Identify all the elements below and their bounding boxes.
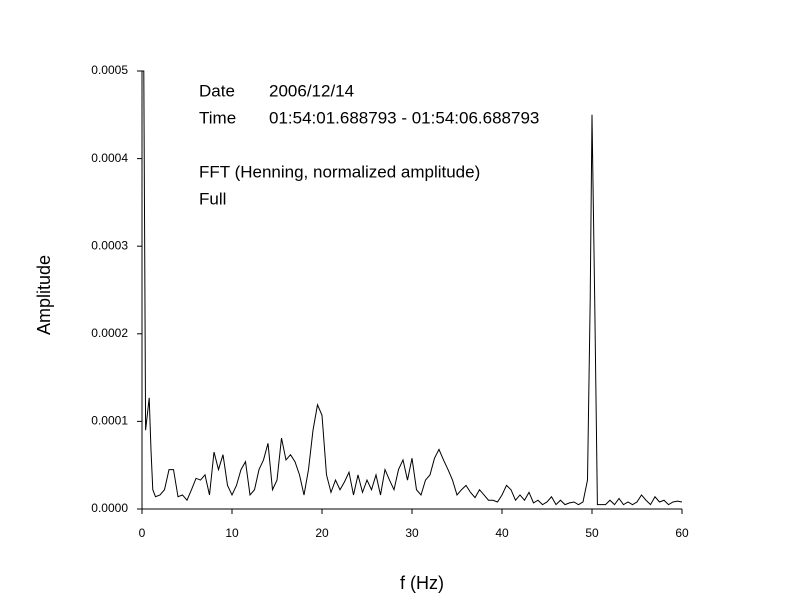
- y-tick-label: 0.0002: [91, 326, 128, 340]
- y-tick-label: 0.0001: [91, 414, 128, 428]
- x-tick-label: 10: [225, 526, 239, 540]
- x-tick-label: 50: [585, 526, 599, 540]
- annotation: FFT (Henning, normalized amplitude): [199, 162, 480, 181]
- annotation: 01:54:01.688793 - 01:54:06.688793: [269, 108, 539, 127]
- x-tick-label: 40: [495, 526, 509, 540]
- y-tick-label: 0.0003: [91, 238, 128, 252]
- x-tick-label: 30: [405, 526, 419, 540]
- x-tick-label: 0: [139, 526, 146, 540]
- spectrum-line: [142, 70, 683, 506]
- annotation: 2006/12/14: [269, 81, 354, 100]
- y-tick-label: 0.0005: [91, 63, 128, 77]
- y-tick-label: 0.0000: [91, 501, 128, 515]
- x-tick-label: 20: [315, 526, 329, 540]
- x-axis-title: f (Hz): [400, 573, 444, 593]
- annotation: Date: [199, 81, 235, 100]
- y-tick-label: 0.0004: [91, 151, 128, 165]
- y-axis-title: Amplitude: [34, 255, 54, 335]
- annotation: Time: [199, 108, 236, 127]
- x-tick-label: 60: [675, 526, 689, 540]
- annotation: Full: [199, 189, 226, 208]
